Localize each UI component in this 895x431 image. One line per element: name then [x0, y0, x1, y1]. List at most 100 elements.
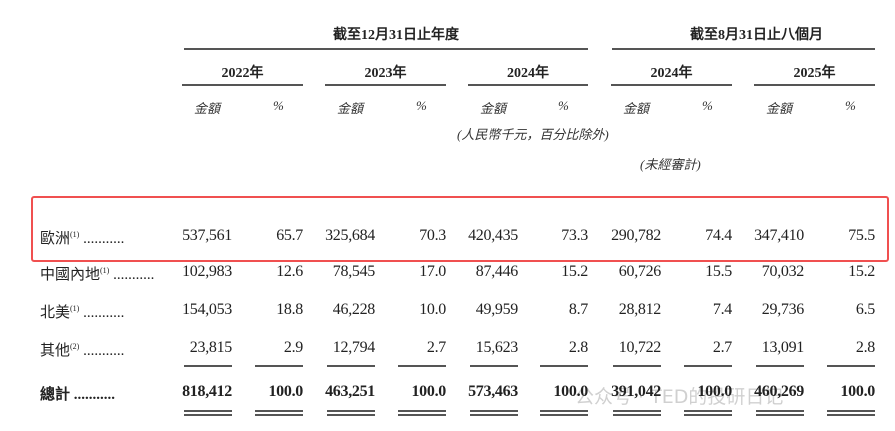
row-label: 北美(1) ...........	[40, 301, 124, 322]
subtotal-underline	[327, 365, 375, 367]
amount-cell: 46,228	[332, 301, 376, 318]
amount-cell: 70,032	[761, 263, 805, 280]
amount-cell: 60,726	[618, 263, 662, 280]
footnote-ref: (1)	[70, 304, 80, 313]
divider	[612, 48, 875, 50]
amount-cell: 325,684	[325, 227, 375, 244]
amount-cell: 10,722	[618, 339, 662, 356]
total-double-underline	[540, 410, 588, 412]
pct-cell: 74.4	[705, 227, 732, 244]
total-double-underline	[327, 414, 375, 416]
year-header: 2022年	[221, 66, 264, 81]
label-text: 北美	[40, 305, 71, 321]
total-double-underline	[613, 414, 661, 416]
amount-cell: 13,091	[761, 339, 805, 356]
divider	[325, 84, 446, 86]
pct-cell: 70.3	[419, 227, 446, 244]
pct-cell: 75.5	[848, 227, 875, 244]
amount-cell: 15,623	[475, 339, 519, 356]
total-double-underline	[827, 410, 875, 412]
total-double-underline	[184, 414, 232, 416]
label-text: 歐洲	[40, 231, 71, 247]
watermark: 公众号 · TED的投研日记	[575, 386, 784, 408]
amount-cell: 537,561	[182, 227, 232, 244]
unit-note: (人民幣千元，百分比除外)	[457, 127, 609, 142]
row-label: 中國內地(1) ...........	[40, 263, 154, 284]
amount-cell: 573,463	[468, 383, 518, 400]
total-double-underline	[684, 410, 732, 412]
pct-cell: 2.9	[283, 339, 303, 356]
divider	[754, 84, 875, 86]
subtotal-underline	[540, 365, 588, 367]
amount-cell: 87,446	[475, 263, 519, 280]
amount-cell: 463,251	[325, 383, 375, 400]
amount-cell: 460,269	[754, 383, 804, 400]
subtotal-underline	[827, 365, 875, 367]
leader-dots: ...........	[79, 343, 125, 359]
total-double-underline	[255, 414, 303, 416]
pct-cell: 8.7	[568, 301, 588, 318]
pct-header: %	[416, 98, 427, 113]
amount-cell: 78,545	[332, 263, 376, 280]
amount-cell: 28,812	[618, 301, 662, 318]
divider	[611, 84, 732, 86]
amount-cell: 102,983	[182, 263, 232, 280]
pct-cell: 15.2	[561, 263, 588, 280]
pct-cell: 7.4	[712, 301, 732, 318]
row-label: 歐洲(1) ...........	[40, 227, 124, 248]
amount-cell: 12,794	[332, 339, 376, 356]
amount-cell: 29,736	[761, 301, 805, 318]
pct-cell: 15.2	[848, 263, 875, 280]
total-double-underline	[470, 414, 518, 416]
amount-header: 金額	[337, 101, 364, 116]
amount-cell: 818,412	[182, 383, 232, 400]
total-double-underline	[684, 414, 732, 416]
amount-cell: 391,042	[611, 383, 661, 400]
label-text: 中國內地	[40, 267, 101, 283]
pct-cell: 100.0	[840, 383, 875, 400]
label-text: 其他	[40, 343, 71, 359]
pct-cell: 65.7	[276, 227, 303, 244]
pct-cell: 100.0	[268, 383, 303, 400]
total-double-underline	[327, 410, 375, 412]
year-header: 2023年	[364, 66, 407, 81]
pct-cell: 73.3	[561, 227, 588, 244]
total-double-underline	[540, 414, 588, 416]
pct-cell: 100.0	[553, 383, 588, 400]
total-double-underline	[756, 410, 804, 412]
leader-dots: ...........	[79, 231, 125, 247]
fy-title: 截至12月31日止年度	[333, 28, 459, 43]
total-double-underline	[470, 410, 518, 412]
subtotal-underline	[255, 365, 303, 367]
amount-cell: 290,782	[611, 227, 661, 244]
leader-dots: ...........	[79, 305, 125, 321]
subtotal-underline	[398, 365, 446, 367]
total-double-underline	[756, 414, 804, 416]
amount-header: 金額	[194, 101, 221, 116]
leader-dots: ...........	[109, 267, 155, 283]
pct-header: %	[558, 98, 569, 113]
pct-cell: 2.7	[712, 339, 732, 356]
pct-cell: 2.7	[426, 339, 446, 356]
subtotal-underline	[684, 365, 732, 367]
amount-header: 金額	[766, 101, 793, 116]
pct-cell: 15.5	[705, 263, 732, 280]
subtotal-underline	[470, 365, 518, 367]
pct-cell: 2.8	[855, 339, 875, 356]
year-header: 2024年	[650, 66, 693, 81]
total-double-underline	[827, 414, 875, 416]
amount-header: 金額	[480, 101, 507, 116]
row-label: 其他(2) ...........	[40, 339, 124, 360]
pct-header: %	[702, 98, 713, 113]
year-header: 2025年	[793, 66, 836, 81]
pct-cell: 100.0	[411, 383, 446, 400]
footnote-ref: (1)	[100, 266, 110, 275]
unaudited-note: (未經審計)	[640, 157, 701, 172]
row-label: 總計 ...........	[40, 383, 115, 404]
amount-cell: 420,435	[468, 227, 518, 244]
pct-cell: 18.8	[276, 301, 303, 318]
leader-dots: ...........	[70, 387, 116, 403]
footnote-ref: (1)	[70, 230, 80, 239]
total-double-underline	[613, 410, 661, 412]
divider	[468, 84, 588, 86]
